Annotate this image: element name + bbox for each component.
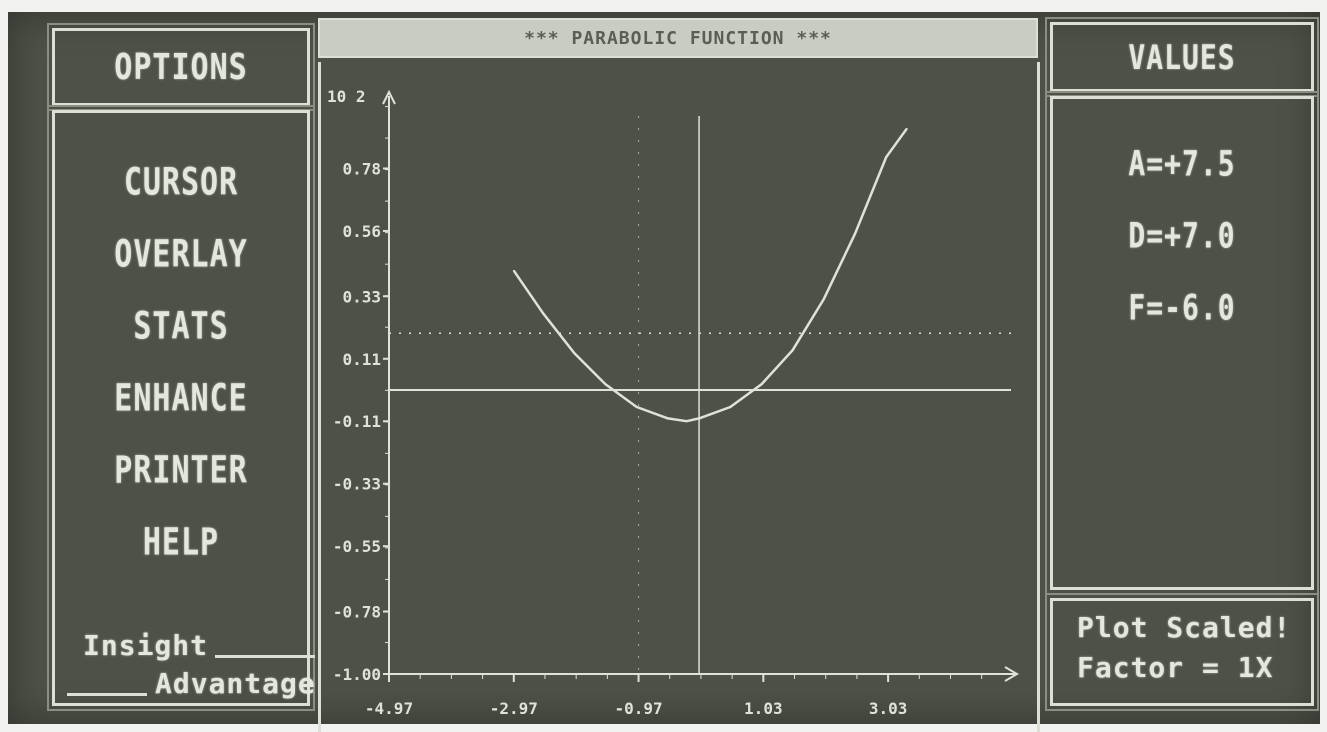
y-tick-label: 0.11 [342, 350, 381, 369]
series-point [685, 420, 688, 423]
series-point [542, 312, 544, 315]
menu-item-enhance[interactable]: ENHANCE [114, 376, 248, 421]
values-panel: A=+7.5 D=+7.0 F=-6.0 [1045, 91, 1319, 595]
brand-rule-1 [215, 655, 315, 658]
brand-rule-2 [67, 693, 147, 696]
options-title: OPTIONS [114, 46, 248, 88]
series-point [906, 127, 908, 130]
series-point [635, 406, 638, 408]
parabola-chart: 10 2 0.78 0.56 0.33 0.11 -0.11 -0.33 -0.55 -0.78… [327, 87, 1019, 718]
value-f: F=-6.0 [1128, 286, 1236, 329]
y-tick-label: -0.55 [333, 537, 381, 556]
series-point [823, 298, 825, 300]
x-tick-label: -4.97 [365, 699, 413, 718]
value-a: A=+7.5 [1128, 142, 1236, 185]
series-point [729, 406, 732, 408]
menu-item-cursor[interactable]: CURSOR [123, 160, 239, 205]
plot-frame: 10 2 0.78 0.56 0.33 0.11 -0.11 -0.33 -0.55 -0.78… [318, 62, 1040, 732]
y-tick-label: 0.56 [342, 222, 381, 241]
x-tick-label: -2.97 [490, 699, 538, 718]
brand-logo: Insight Advantage [67, 629, 315, 709]
status-panel: Plot Scaled! Factor = 1X [1045, 593, 1319, 711]
status-line-1: Plot Scaled! [1077, 611, 1292, 644]
y-exponent-label: 10 2 [327, 87, 366, 106]
series-point [854, 233, 856, 235]
series-point [760, 383, 763, 386]
menu-item-stats[interactable]: STATS [133, 304, 229, 349]
y-tick-label: -0.33 [333, 475, 381, 494]
plot-title: *** PARABOLIC FUNCTION *** [524, 27, 832, 49]
series-point [885, 156, 888, 158]
series-point [512, 269, 515, 272]
y-axis-arrow [382, 89, 396, 105]
menu-item-printer[interactable]: PRINTER [114, 448, 248, 493]
menu-item-overlay[interactable]: OVERLAY [114, 232, 248, 277]
x-tick-label: 3.03 [869, 699, 908, 718]
series-line [512, 127, 908, 423]
menu-item-help[interactable]: HELP [142, 520, 220, 565]
x-axis-arrow [1004, 666, 1019, 682]
y-tick-label: -0.78 [333, 603, 381, 622]
value-d: D=+7.0 [1128, 214, 1236, 257]
values-title: VALUES [1128, 37, 1236, 77]
y-tick-label: -1.00 [333, 665, 381, 684]
x-tick-label: 1.03 [744, 699, 783, 718]
y-tick-label: 0.33 [342, 287, 381, 306]
crt-screen: OPTIONS CURSOR OVERLAY STATS ENHANCE PRI… [8, 12, 1320, 732]
series-point [604, 383, 607, 386]
options-menu: CURSOR OVERLAY STATS ENHANCE PRINTER HEL… [47, 105, 315, 711]
series-point [791, 349, 794, 352]
y-tick-label: 0.78 [342, 159, 381, 178]
values-header: VALUES [1045, 17, 1319, 97]
status-line-2: Factor = 1X [1077, 651, 1274, 684]
series-point [667, 417, 669, 420]
options-header: OPTIONS [47, 23, 315, 111]
brand-line-2: Advantage [155, 667, 316, 700]
y-tick-label: -0.11 [333, 412, 381, 431]
title-bar: *** PARABOLIC FUNCTION *** [318, 18, 1038, 58]
series-point [573, 352, 576, 354]
series-point [698, 417, 700, 420]
x-tick-label: -0.97 [614, 699, 662, 718]
brand-line-1: Insight [83, 629, 209, 662]
